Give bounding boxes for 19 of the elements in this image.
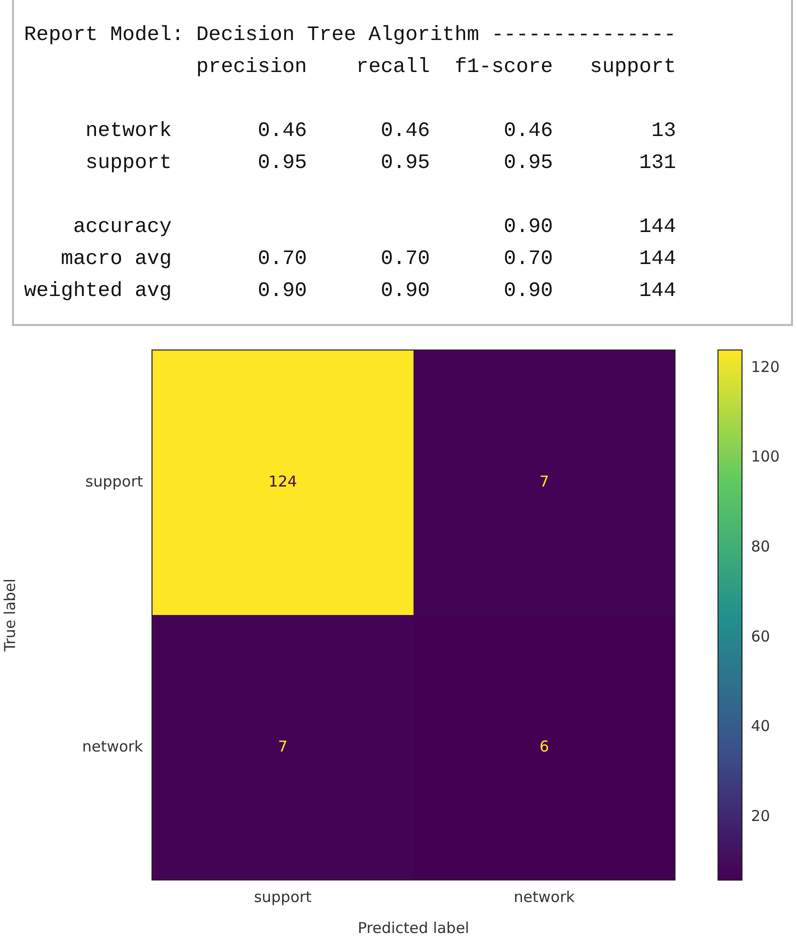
data-label: 6 xyxy=(539,737,550,756)
color-bar-label: 100 xyxy=(751,448,780,466)
text: weighted avg 0.90 0.90 0.90 144 xyxy=(24,279,678,305)
data-label: 124 xyxy=(268,472,298,490)
color-bar-label: 80 xyxy=(751,538,770,556)
text: support 0.95 0.95 0.95 131 xyxy=(84,151,678,177)
color-bar-label: 20 xyxy=(751,807,770,826)
x-axis-title: Predicted label xyxy=(358,918,470,937)
color-bar-label: 120 xyxy=(751,358,780,376)
text: Report Model: Decision Tree Algorithm --------------- xyxy=(24,23,678,49)
color-bar-label: 40 xyxy=(751,717,770,736)
text: network 0.46 0.46 0.46 13 xyxy=(84,119,678,145)
y-axis-title: True label xyxy=(0,578,19,652)
color-bar-label: 60 xyxy=(751,627,770,646)
text: precision recall f1-score support xyxy=(195,55,678,81)
text: macro avg 0.70 0.70 0.70 144 xyxy=(60,247,678,273)
data-label: 7 xyxy=(278,737,288,756)
data-label: 7 xyxy=(539,472,550,490)
text: accuracy 0.90 144 xyxy=(72,215,678,241)
